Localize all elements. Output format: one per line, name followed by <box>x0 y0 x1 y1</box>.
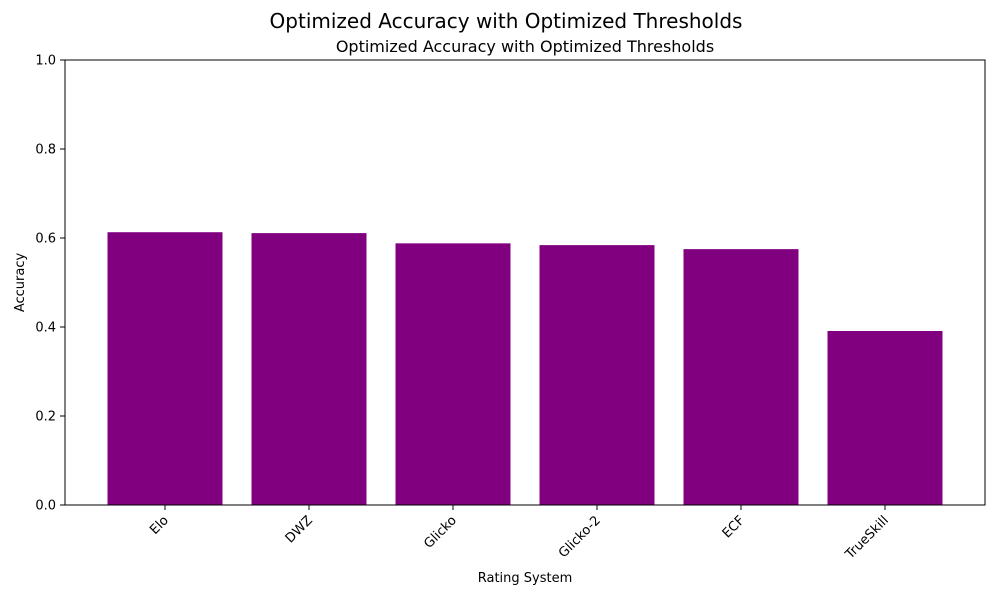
y-tick-label: 0.2 <box>35 410 56 425</box>
x-tick-label: Glicko-2 <box>556 513 604 561</box>
bar-glicko <box>395 243 511 505</box>
x-tick-label: Elo <box>147 513 172 538</box>
x-axis-label: Rating System <box>478 571 573 586</box>
y-tick-label: 0.6 <box>35 232 56 247</box>
y-axis-ticks: 0.0 0.2 0.4 0.6 0.8 1.0 <box>35 54 65 514</box>
y-tick-label: 0.0 <box>35 499 56 514</box>
figure-suptitle: Optimized Accuracy with Optimized Thresh… <box>270 9 743 33</box>
bars-layer <box>107 232 943 506</box>
bar-glicko-2 <box>539 245 655 505</box>
bar-trueskill <box>827 331 943 505</box>
axes-frame <box>64 59 986 506</box>
y-tick-label: 0.8 <box>35 143 56 158</box>
x-tick-label: TrueSkill <box>842 513 892 563</box>
chart-title: Optimized Accuracy with Optimized Thresh… <box>336 37 714 56</box>
bar-elo <box>107 232 223 505</box>
y-tick-label: 0.4 <box>35 321 56 336</box>
x-tick-label: ECF <box>720 513 748 541</box>
y-tick-label: 1.0 <box>35 54 56 69</box>
y-axis-label: Accuracy <box>13 253 28 313</box>
bar-dwz <box>251 233 367 506</box>
x-axis-ticks: Elo DWZ Glicko Glicko-2 ECF TrueSkill <box>147 505 892 563</box>
x-tick-label: DWZ <box>283 513 316 546</box>
bar-ecf <box>683 249 799 505</box>
x-tick-label: Glicko <box>421 513 460 552</box>
